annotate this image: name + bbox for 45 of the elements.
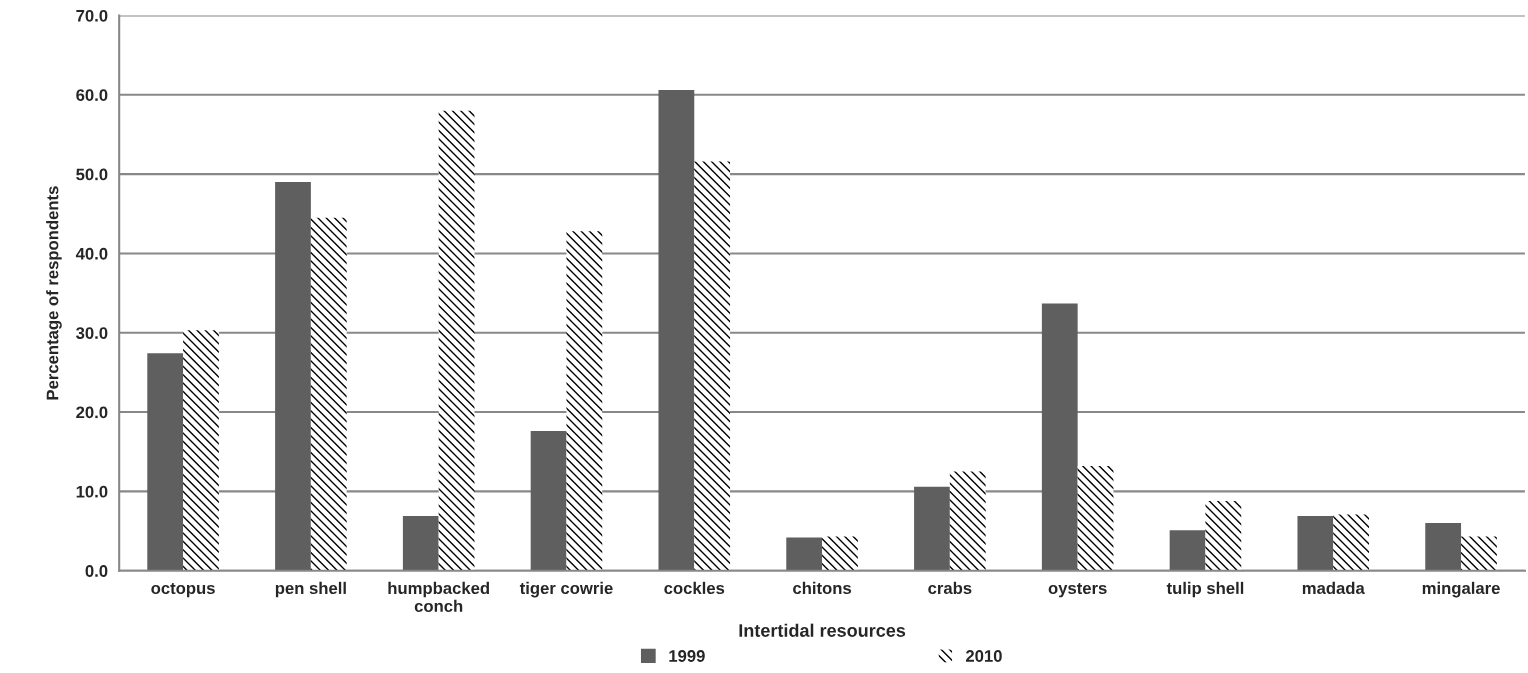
x-tick-label: mingalare bbox=[1422, 581, 1500, 598]
x-tick-label: pen shell bbox=[275, 581, 346, 598]
bar bbox=[914, 486, 950, 571]
y-tick-label: 70.0 bbox=[76, 9, 108, 22]
bar bbox=[694, 161, 731, 571]
bar bbox=[786, 537, 823, 571]
y-tick-label: 0.0 bbox=[85, 565, 108, 577]
x-tick-label: madada bbox=[1302, 581, 1365, 595]
y-tick-label: 50.0 bbox=[76, 168, 108, 181]
bar bbox=[147, 353, 184, 571]
y-axis-title: Percentage of respondents bbox=[46, 186, 62, 400]
y-tick-label: 30.0 bbox=[76, 327, 108, 339]
legend-label: 2010 bbox=[965, 650, 1002, 662]
bar bbox=[1297, 515, 1334, 571]
x-tick-label: tulip shell bbox=[1166, 581, 1244, 598]
x-tick-label: octopus bbox=[151, 583, 215, 598]
bar bbox=[530, 431, 567, 571]
bar bbox=[1041, 303, 1078, 571]
bar bbox=[822, 536, 858, 571]
y-tick-label: 60.0 bbox=[76, 89, 108, 101]
x-tick-label: tiger cowrie bbox=[519, 581, 613, 598]
bar bbox=[1333, 514, 1370, 571]
x-tick-label: oysters bbox=[1048, 583, 1107, 598]
bar bbox=[275, 182, 311, 571]
bar bbox=[402, 515, 439, 571]
bar bbox=[1425, 523, 1462, 571]
x-axis-title: Intertidal resources bbox=[739, 623, 906, 637]
bar bbox=[566, 231, 603, 571]
legend-label: 1999 bbox=[669, 650, 705, 662]
x-tick-label: humpbacked conch bbox=[388, 581, 489, 613]
y-tick-label: 40.0 bbox=[75, 247, 108, 260]
bar bbox=[438, 110, 475, 571]
bar bbox=[949, 471, 986, 571]
bar bbox=[310, 217, 347, 571]
bar bbox=[658, 90, 695, 571]
y-tick-label: 20.0 bbox=[76, 406, 108, 419]
bar bbox=[183, 330, 219, 571]
x-tick-label: crabs bbox=[928, 581, 972, 595]
bar bbox=[1077, 466, 1114, 571]
x-tick-label: chitons bbox=[793, 581, 852, 595]
y-tick-label: 10.0 bbox=[76, 485, 108, 498]
bar bbox=[1461, 536, 1497, 571]
x-tick-label: cockles bbox=[664, 581, 725, 595]
bar bbox=[1205, 500, 1242, 571]
bar bbox=[1169, 530, 1206, 571]
